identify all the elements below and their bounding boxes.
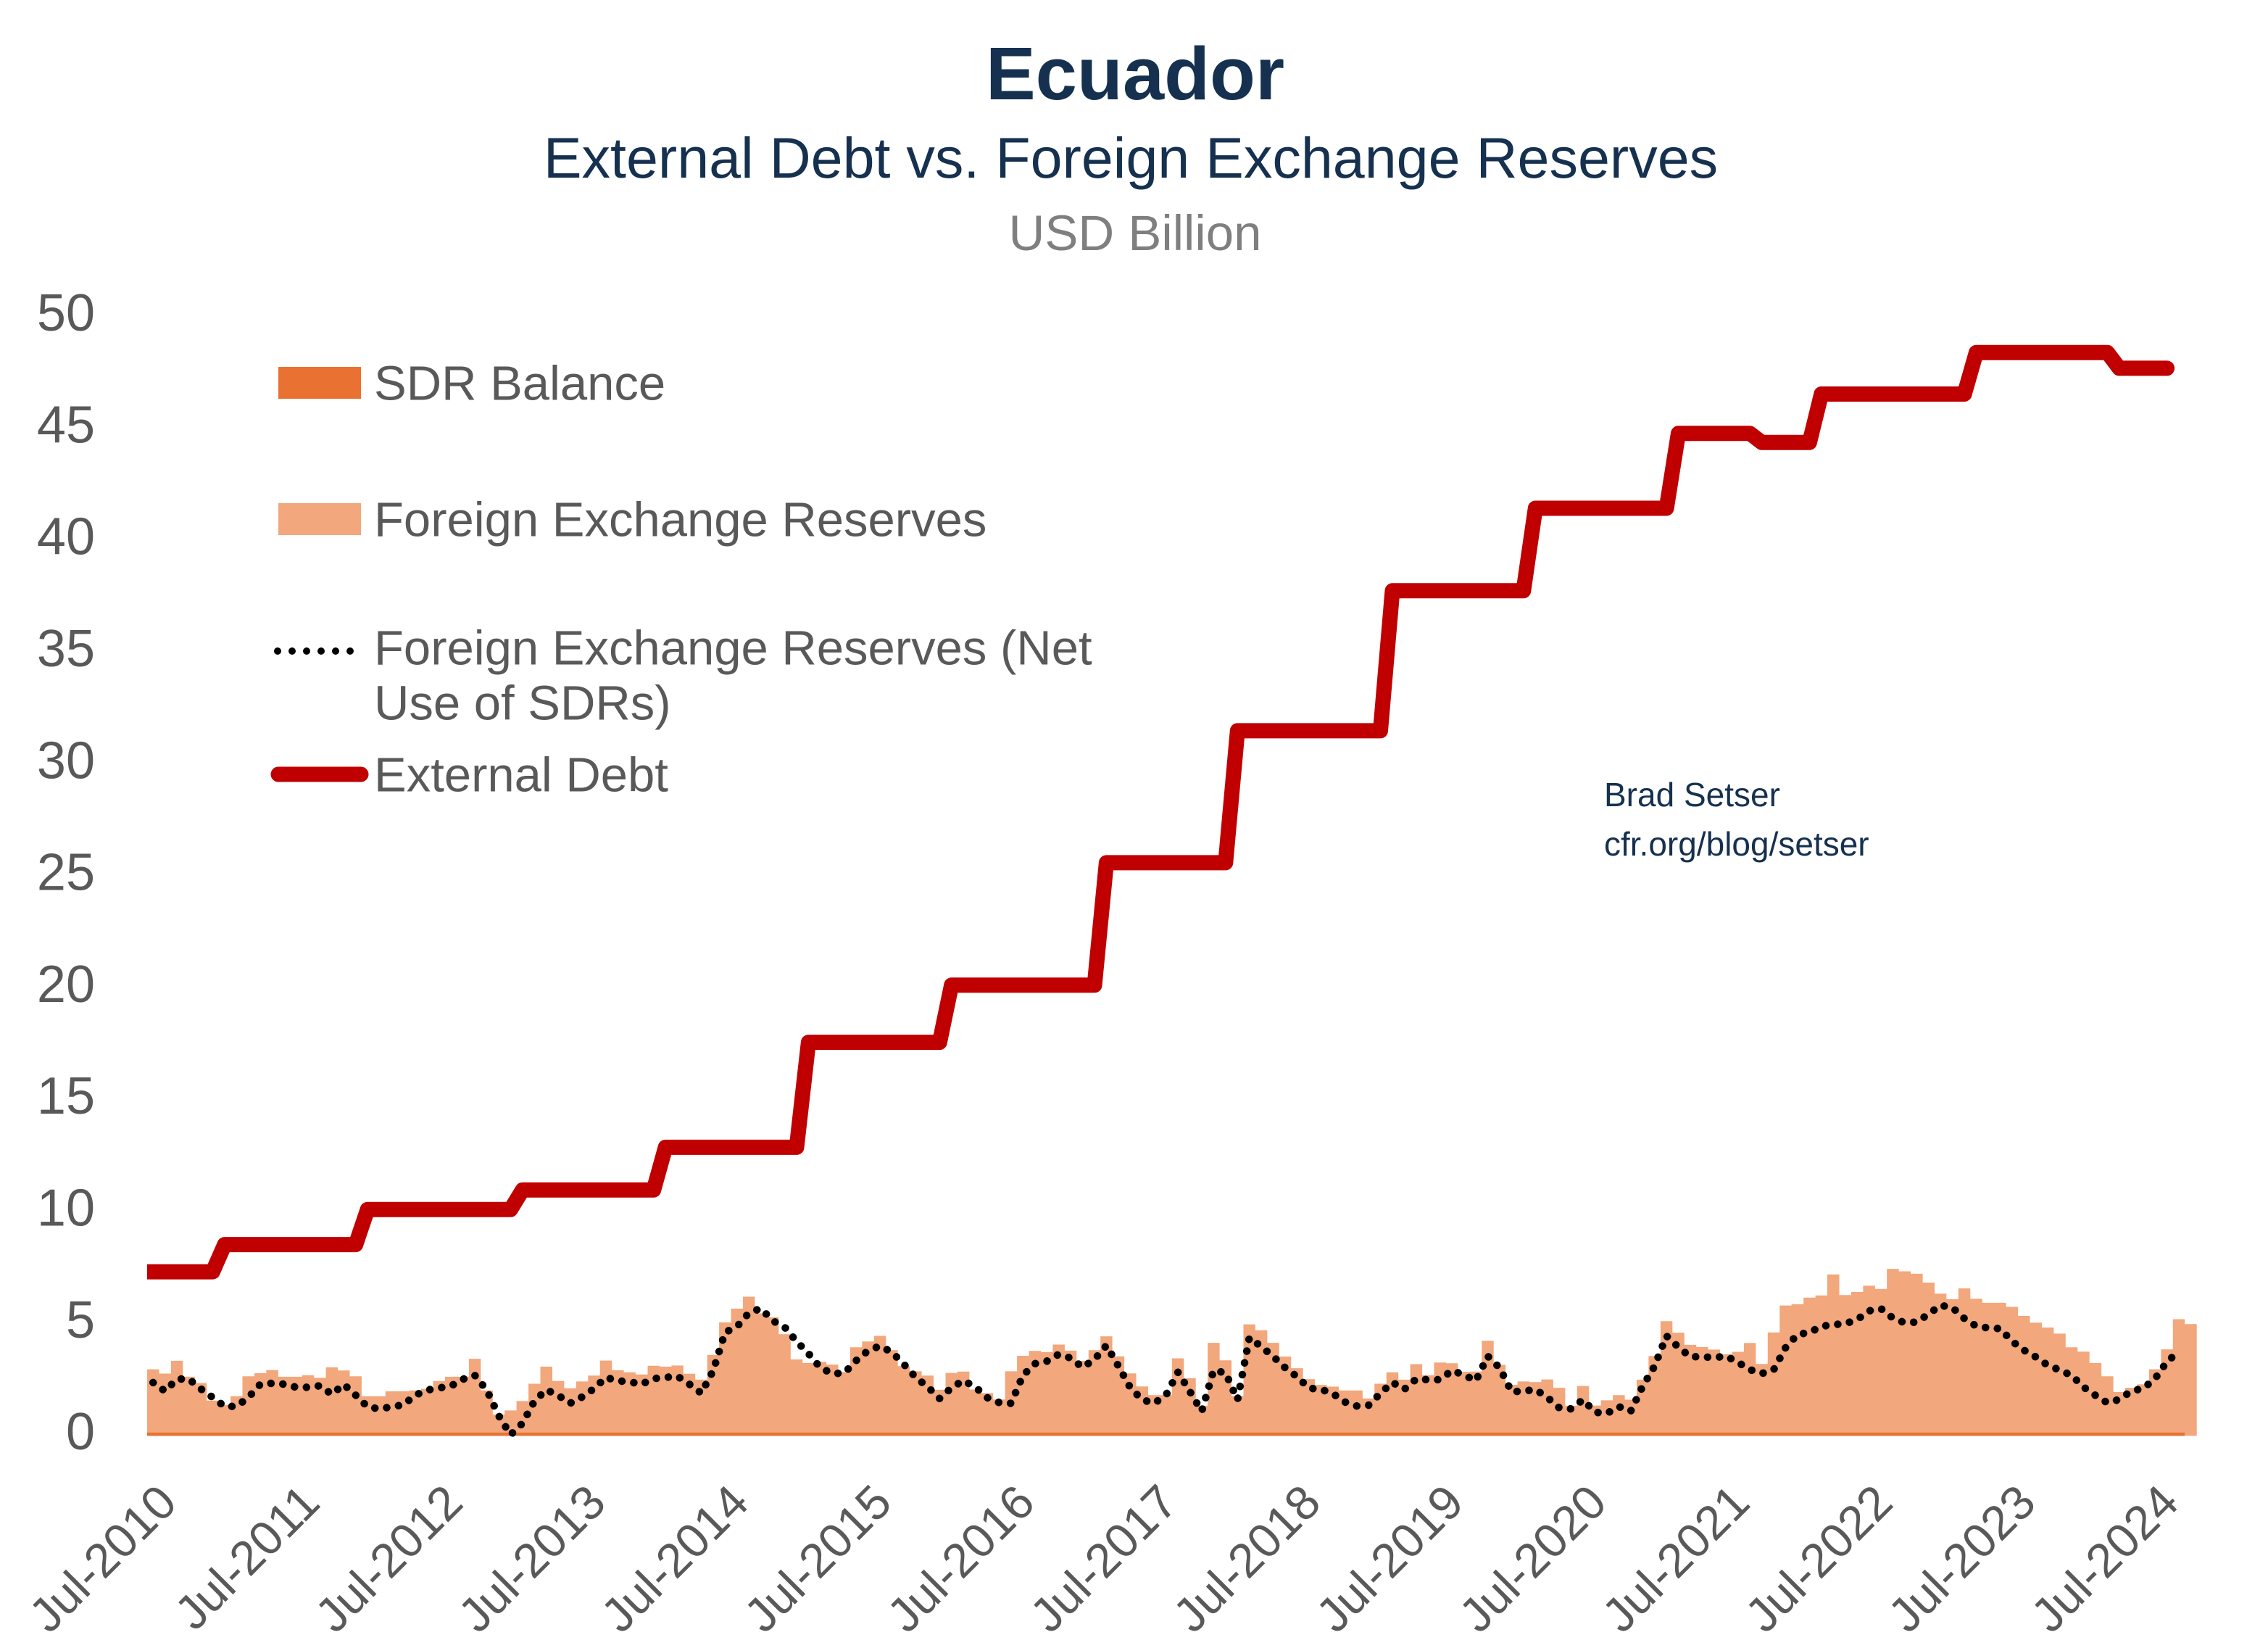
- svg-text:Ecuador: Ecuador: [986, 32, 1284, 115]
- svg-text:25: 25: [37, 844, 95, 902]
- svg-text:Jul-2017: Jul-2017: [1020, 1475, 1187, 1642]
- svg-text:Foreign Exchange Reserves (Net: Foreign Exchange Reserves (Net: [374, 621, 1092, 675]
- svg-text:External Debt vs. Foreign Exch: External Debt vs. Foreign Exchange Reser…: [544, 125, 1718, 190]
- svg-text:Jul-2018: Jul-2018: [1163, 1475, 1330, 1642]
- svg-text:Jul-2012: Jul-2012: [304, 1475, 472, 1642]
- svg-text:cfr.org/blog/setser: cfr.org/blog/setser: [1604, 825, 1869, 863]
- svg-text:30: 30: [37, 732, 95, 790]
- svg-text:40: 40: [37, 508, 95, 566]
- svg-text:Jul-2020: Jul-2020: [1449, 1475, 1616, 1642]
- svg-text:20: 20: [37, 956, 95, 1014]
- svg-text:5: 5: [66, 1291, 95, 1349]
- svg-text:Jul-2011: Jul-2011: [165, 1475, 330, 1640]
- svg-text:External Debt: External Debt: [374, 748, 668, 802]
- svg-text:Jul-2022: Jul-2022: [1735, 1475, 1902, 1642]
- svg-text:45: 45: [37, 396, 95, 454]
- svg-text:Jul-2010: Jul-2010: [19, 1475, 186, 1642]
- svg-text:Jul-2024: Jul-2024: [2021, 1475, 2188, 1642]
- svg-text:Foreign Exchange Reserves: Foreign Exchange Reserves: [374, 492, 986, 547]
- svg-text:Jul-2023: Jul-2023: [1877, 1475, 2045, 1642]
- svg-text:Jul-2014: Jul-2014: [591, 1475, 758, 1642]
- svg-text:15: 15: [37, 1067, 95, 1125]
- svg-text:50: 50: [37, 284, 95, 342]
- svg-text:Jul-2019: Jul-2019: [1305, 1475, 1473, 1642]
- svg-text:0: 0: [66, 1403, 95, 1461]
- svg-text:35: 35: [37, 620, 95, 678]
- svg-text:SDR Balance: SDR Balance: [374, 356, 665, 410]
- svg-text:Jul-2013: Jul-2013: [448, 1475, 615, 1642]
- svg-text:10: 10: [37, 1180, 95, 1238]
- svg-text:Brad Setser: Brad Setser: [1604, 776, 1780, 813]
- svg-text:Jul-2015: Jul-2015: [734, 1475, 901, 1642]
- svg-text:Jul-2016: Jul-2016: [876, 1475, 1044, 1642]
- svg-text:USD Billion: USD Billion: [1009, 205, 1262, 261]
- svg-text:Jul-2021: Jul-2021: [1592, 1475, 1759, 1642]
- svg-text:Use of SDRs): Use of SDRs): [374, 676, 671, 730]
